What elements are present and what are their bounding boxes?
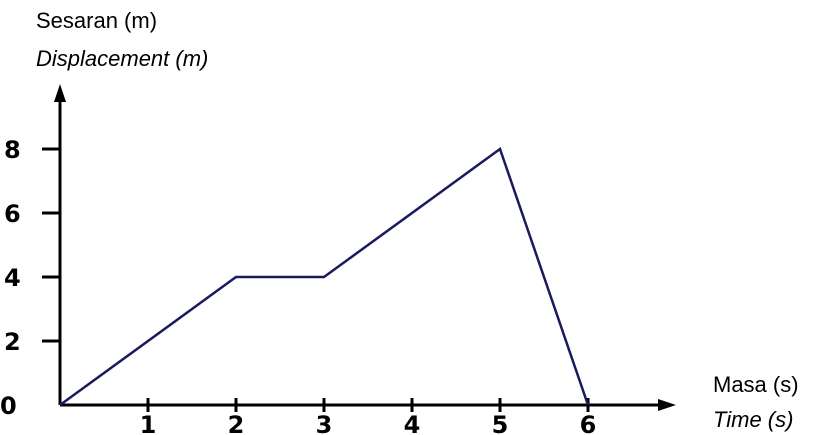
x-tick-label: 5	[492, 411, 509, 435]
y-tick-label: 8	[4, 136, 21, 164]
y-axis-title-translation: Displacement (m)	[36, 46, 208, 71]
series-group	[59, 146, 590, 407]
y-axis-title: Sesaran (m)	[36, 8, 157, 33]
y-tick-label: 6	[4, 200, 21, 228]
y-tick-label: 2	[4, 328, 21, 356]
y-axis-ticks: 2 4 6 8	[4, 136, 60, 356]
y-tick-label: 4	[4, 264, 21, 292]
x-axis-arrowhead	[658, 399, 676, 411]
x-axis-title-translation: Time (s)	[713, 407, 793, 432]
x-tick-label: 4	[404, 411, 421, 435]
x-tick-label: 1	[140, 411, 157, 435]
origin-label: 0	[0, 392, 17, 420]
x-tick-label: 6	[580, 411, 597, 435]
y-axis-arrowhead	[54, 84, 66, 102]
x-tick-label: 2	[228, 411, 245, 435]
x-axis-title: Masa (s)	[713, 372, 799, 397]
x-axis-ticks: 1 2 3 4 5 6	[140, 398, 597, 435]
x-tick-label: 3	[316, 411, 333, 435]
